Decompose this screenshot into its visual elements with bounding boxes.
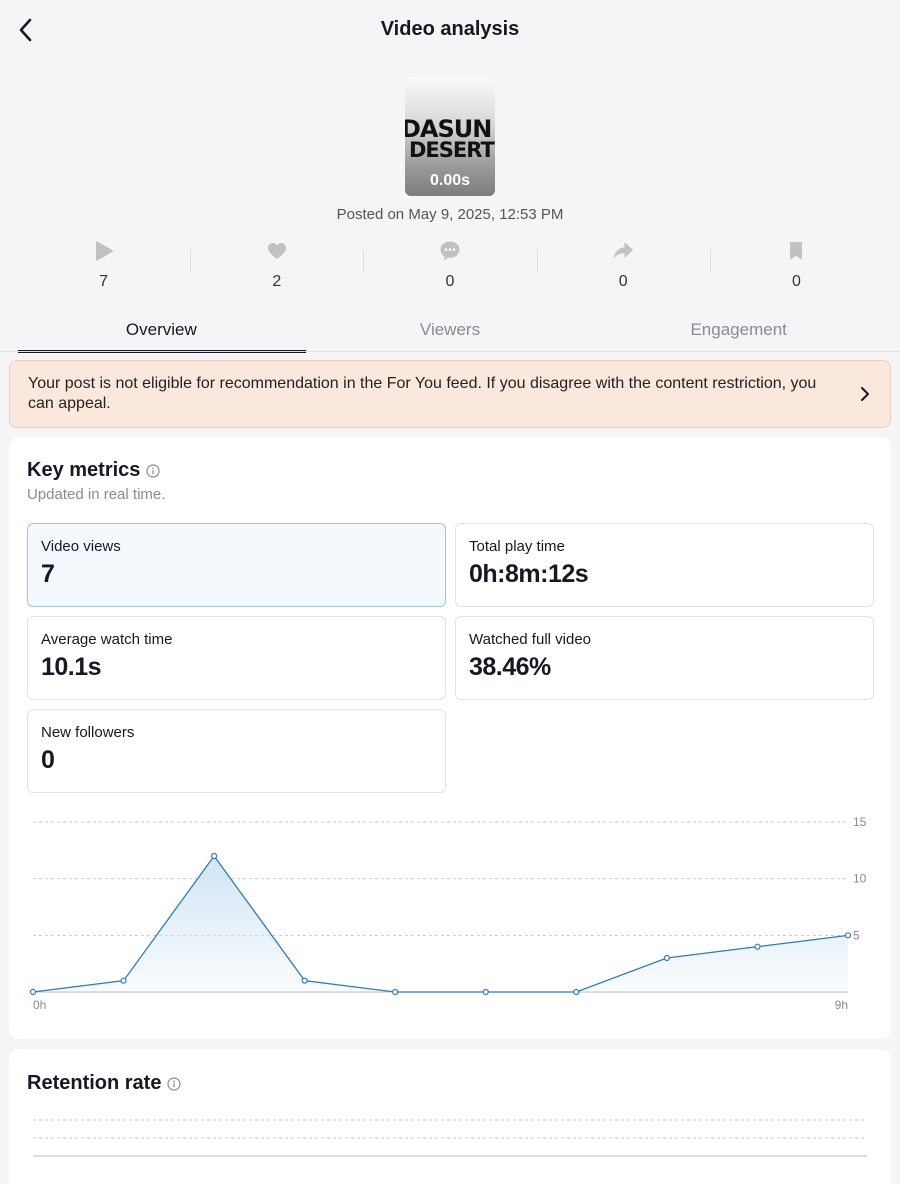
stat-likes: 2	[190, 240, 363, 298]
stat-saves-value: 0	[791, 273, 801, 290]
back-button[interactable]	[12, 16, 40, 44]
stat-comments-value: 0	[445, 273, 455, 290]
restriction-notice[interactable]: Your post is not eligible for recommenda…	[9, 360, 891, 428]
tab-viewers[interactable]: Viewers	[419, 320, 481, 339]
chart-y-tick-label: 5	[853, 928, 860, 942]
chart-point	[754, 943, 761, 950]
metric-label: Watched full video	[469, 631, 592, 648]
chart-x-tick-label: 9h	[835, 998, 848, 1012]
key-metrics-title-text: Key metrics	[27, 459, 141, 481]
thumbnail-text-line2: DESERT	[409, 138, 495, 162]
views-chart[interactable]: 5 10 15 0h 9h	[9, 437, 891, 1039]
metric-label: Total play time	[469, 538, 565, 555]
stats-row: 7 2 0 0 0	[17, 240, 883, 298]
metric-value: 7	[41, 560, 55, 588]
chart-x-tick-label: 0h	[33, 998, 46, 1012]
tab-overview[interactable]: Overview	[17, 308, 306, 353]
posted-date: Posted on May 9, 2025, 12:53 PM	[336, 206, 564, 223]
page-title: Video analysis	[380, 18, 520, 40]
chart-y-tick-label: 10	[853, 872, 867, 886]
chart-point	[392, 988, 399, 996]
stat-views-value: 7	[99, 273, 109, 290]
thumbnail-text-line1: DASUN	[405, 115, 492, 143]
tab-engagement[interactable]: Engagement	[690, 320, 787, 339]
comment-icon	[440, 241, 460, 261]
stat-shares-value: 0	[618, 273, 628, 290]
retention-card: Retention rate	[9, 1049, 891, 1184]
metric-new-followers[interactable]: New followers 0	[27, 709, 446, 793]
metric-watched-full-video[interactable]: Watched full video 38.46%	[455, 616, 874, 700]
chart-point	[301, 977, 308, 984]
chart-y-tick-label: 15	[853, 815, 867, 829]
retention-title-text: Retention rate	[27, 1072, 162, 1094]
key-metrics-card: Key metrics Updated in real time. Video …	[9, 437, 891, 1039]
chart-series-line	[32, 854, 849, 993]
stat-comments: 0	[363, 240, 536, 298]
key-metrics-title: Key metrics	[27, 459, 161, 482]
metric-value: 38.46%	[469, 653, 551, 681]
header: Video analysis	[0, 0, 900, 62]
metric-label: New followers	[41, 724, 135, 741]
chart-point	[482, 988, 489, 996]
chevron-right-icon	[861, 387, 869, 401]
chart-point	[120, 977, 127, 984]
stat-saves: 0	[709, 240, 883, 298]
video-thumbnail[interactable]: DASUN DESERT 0.00s	[405, 77, 495, 196]
retention-chart	[33, 1119, 867, 1157]
chart-point	[29, 988, 37, 996]
bookmark-icon	[790, 242, 803, 260]
key-metrics-subtitle: Updated in real time.	[27, 486, 166, 503]
chevron-left-icon	[19, 18, 32, 42]
metric-value: 0h:8m:12s	[469, 560, 589, 588]
metric-value: 0	[41, 746, 55, 774]
retention-title: Retention rate	[27, 1072, 182, 1095]
stat-views: 7	[17, 240, 190, 298]
chart-area	[33, 856, 848, 992]
metric-total-play-time[interactable]: Total play time 0h:8m:12s	[455, 523, 874, 607]
share-icon	[613, 242, 634, 259]
play-icon	[95, 241, 113, 261]
stat-likes-value: 2	[272, 273, 282, 290]
tab-divider	[0, 351, 900, 352]
chart-point	[573, 988, 580, 996]
tab-bar: Overview Viewers Engagement	[17, 308, 883, 353]
chart-point	[211, 852, 218, 860]
info-icon[interactable]	[167, 1076, 182, 1091]
stat-shares: 0	[536, 240, 710, 298]
metric-label: Average watch time	[41, 631, 173, 648]
video-duration: 0.00s	[429, 172, 471, 189]
metric-average-watch-time[interactable]: Average watch time 10.1s	[27, 616, 446, 700]
metric-video-views[interactable]: Video views 7	[27, 523, 446, 607]
metric-label: Video views	[41, 538, 121, 555]
restriction-notice-text: Your post is not eligible for recommenda…	[28, 375, 817, 412]
info-icon[interactable]	[146, 463, 161, 478]
chart-point	[844, 932, 852, 939]
metric-value: 10.1s	[41, 653, 102, 681]
heart-icon	[267, 243, 286, 259]
chart-point	[663, 954, 670, 962]
